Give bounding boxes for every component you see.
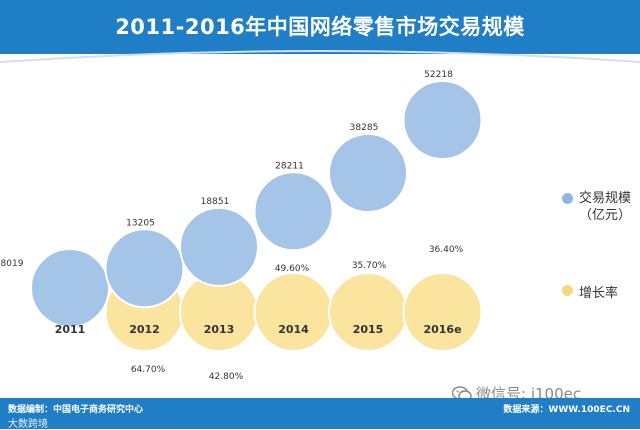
legend-volume-swatch	[562, 193, 573, 204]
header-bar	[0, 0, 640, 54]
growth-bubble	[253, 272, 334, 352]
category-label: 2015	[353, 323, 384, 336]
volume-series	[30, 80, 483, 328]
volume-value-label: 28211	[275, 161, 304, 171]
page-title: 2011-2016年中国网络零售市场交易规模	[115, 15, 525, 39]
volume-bubble	[253, 171, 334, 252]
volume-bubble	[402, 80, 483, 160]
growth-value-label: 49.60%	[275, 264, 310, 274]
volume-bubble	[328, 132, 408, 213]
category-label: 2013	[204, 323, 235, 336]
volume-bubble	[104, 228, 185, 309]
category-label: 2014	[278, 323, 309, 336]
header-swoosh	[0, 50, 640, 63]
legend-volume-label: 交易规模	[579, 191, 632, 206]
growth-value-label: 64.70%	[131, 365, 166, 375]
growth-bubble	[328, 272, 408, 352]
growth-bubble	[402, 272, 483, 352]
volume-value-label: 38285	[350, 123, 379, 133]
growth-value-label: 36.40%	[429, 245, 464, 255]
category-label: 2011	[55, 323, 86, 336]
volume-value-label: 18851	[201, 197, 230, 207]
volume-value-label: 8019	[1, 259, 24, 269]
volume-bubble	[30, 248, 110, 328]
footer-account: 大数跨境	[8, 419, 48, 430]
growth-value-label: 35.70%	[352, 261, 387, 271]
category-label: 2016e	[423, 323, 461, 336]
footer-compiler: 数据编制：中国电子商务研究中心	[8, 405, 144, 415]
data-labels: 2011 2012 2013 2014 2015 2016e 8019 13205 18851 2…	[1, 70, 464, 382]
legend-volume-unit: （亿元）	[579, 208, 632, 223]
footer-source: 数据来源：WWW.100EC.CN	[503, 405, 630, 415]
legend-growth-swatch	[562, 285, 573, 296]
volume-value-label: 13205	[126, 218, 155, 228]
growth-series	[104, 272, 483, 352]
volume-value-label: 52218	[424, 70, 453, 80]
volume-bubble	[179, 206, 259, 287]
footer-bar	[0, 398, 640, 429]
legend-volume: 交易规模 （亿元）	[562, 190, 631, 224]
legend-growth-label: 增长率	[579, 286, 619, 301]
growth-value-label: 42.80%	[209, 372, 244, 382]
legend-growth: 增长率	[562, 282, 618, 301]
category-label: 2012	[129, 323, 160, 336]
